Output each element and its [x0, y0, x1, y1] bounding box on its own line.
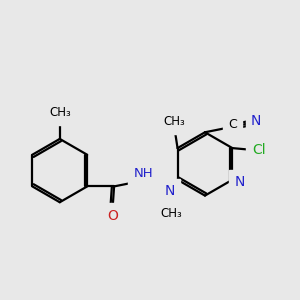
Text: CH₃: CH₃ — [49, 106, 70, 119]
Text: O: O — [107, 208, 118, 223]
Text: CH₃: CH₃ — [161, 206, 183, 220]
Text: Cl: Cl — [252, 143, 266, 157]
Text: CH₃: CH₃ — [164, 115, 185, 128]
Text: NH: NH — [134, 167, 153, 180]
Text: N: N — [234, 175, 244, 189]
Text: C: C — [228, 118, 237, 131]
Text: N: N — [164, 184, 175, 199]
Text: N: N — [251, 114, 261, 128]
